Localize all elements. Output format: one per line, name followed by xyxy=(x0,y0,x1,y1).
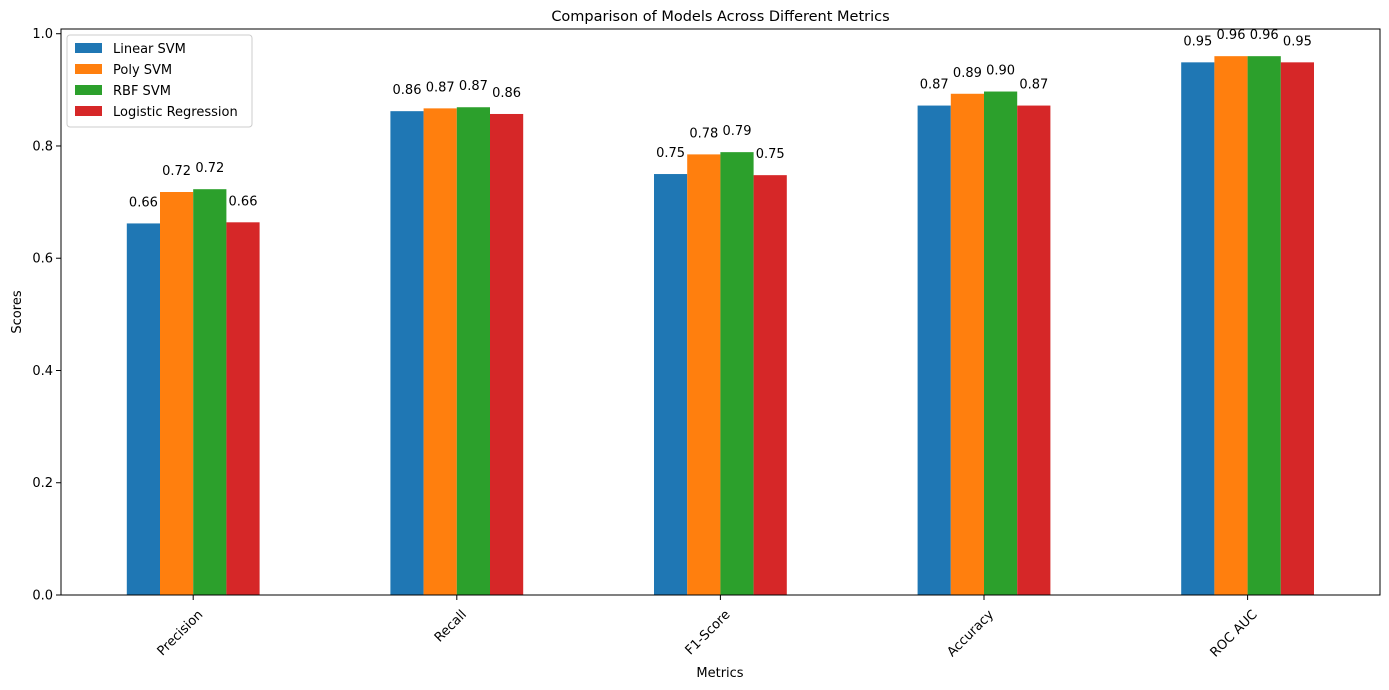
bar xyxy=(1280,62,1314,595)
bar xyxy=(687,154,721,595)
legend-label: Poly SVM xyxy=(113,63,172,78)
y-tick-label: 1.0 xyxy=(32,27,53,42)
bar xyxy=(1214,56,1248,596)
y-axis: 0.0 0.2 0.4 0.6 0.8 1.0 xyxy=(32,27,61,604)
data-label: 0.87 xyxy=(426,80,455,95)
legend-swatch xyxy=(75,64,102,74)
data-label: 0.75 xyxy=(756,147,785,162)
data-label: 0.87 xyxy=(459,79,488,94)
legend-label: RBF SVM xyxy=(113,84,171,99)
legend-label: Logistic Regression xyxy=(113,105,238,120)
bar xyxy=(1017,105,1051,595)
data-label: 0.86 xyxy=(393,83,422,98)
data-label: 0.95 xyxy=(1283,34,1312,49)
data-label: 0.66 xyxy=(229,194,258,209)
legend-swatch xyxy=(75,106,102,116)
bar xyxy=(226,222,260,595)
data-label: 0.78 xyxy=(689,126,718,141)
y-tick-label: 0.8 xyxy=(32,139,53,154)
data-label: 0.86 xyxy=(492,86,521,101)
bar xyxy=(720,152,754,595)
legend-swatch xyxy=(75,43,102,53)
bar xyxy=(753,175,787,595)
bars-layer xyxy=(126,56,1314,596)
x-tick-label: F1-Score xyxy=(683,607,734,658)
data-label: 0.95 xyxy=(1183,34,1212,49)
data-label: 0.79 xyxy=(723,124,752,139)
bar xyxy=(390,111,424,596)
data-label: 0.89 xyxy=(953,66,982,81)
y-tick-label: 0.6 xyxy=(32,252,53,267)
bar xyxy=(456,107,490,596)
bar xyxy=(917,105,951,595)
data-label: 0.72 xyxy=(162,164,191,179)
data-label: 0.96 xyxy=(1217,28,1246,43)
bar xyxy=(654,174,688,596)
x-axis: Precision Recall F1-Score Accuracy ROC AUC xyxy=(155,595,1261,660)
bar xyxy=(193,189,227,595)
legend: Linear SVM Poly SVM RBF SVM Logistic Regres… xyxy=(66,34,253,128)
bar xyxy=(423,108,457,596)
data-label: 0.87 xyxy=(1019,78,1048,93)
bar xyxy=(1247,56,1281,596)
x-tick-label: Recall xyxy=(432,607,470,645)
y-tick-label: 0.0 xyxy=(32,589,53,604)
data-label: 0.75 xyxy=(656,146,685,161)
bar xyxy=(1181,62,1215,595)
x-tick-label: Accuracy xyxy=(944,607,997,660)
data-label: 0.72 xyxy=(195,161,224,176)
x-tick-label: Precision xyxy=(155,607,207,659)
y-tick-label: 0.2 xyxy=(32,476,53,491)
x-axis-label: Metrics xyxy=(696,666,743,681)
data-label: 0.96 xyxy=(1250,28,1279,43)
bar xyxy=(160,192,194,595)
data-label: 0.90 xyxy=(986,64,1015,79)
data-labels-layer: 0.66 0.72 0.72 0.66 0.86 0.87 0.87 0.86 0.75 0.78… xyxy=(129,28,1312,210)
bar xyxy=(126,223,160,595)
legend-swatch xyxy=(75,85,102,95)
bar xyxy=(490,113,524,595)
data-label: 0.87 xyxy=(920,78,949,93)
y-tick-label: 0.4 xyxy=(32,364,53,379)
x-tick-label: ROC AUC xyxy=(1208,607,1261,660)
legend-frame xyxy=(66,34,253,128)
bar xyxy=(950,93,984,596)
y-axis-label: Scores xyxy=(10,290,25,333)
data-label: 0.66 xyxy=(129,195,158,210)
chart-title: Comparison of Models Across Different Me… xyxy=(551,9,889,25)
bar xyxy=(984,91,1018,595)
legend-label: Linear SVM xyxy=(113,42,186,57)
